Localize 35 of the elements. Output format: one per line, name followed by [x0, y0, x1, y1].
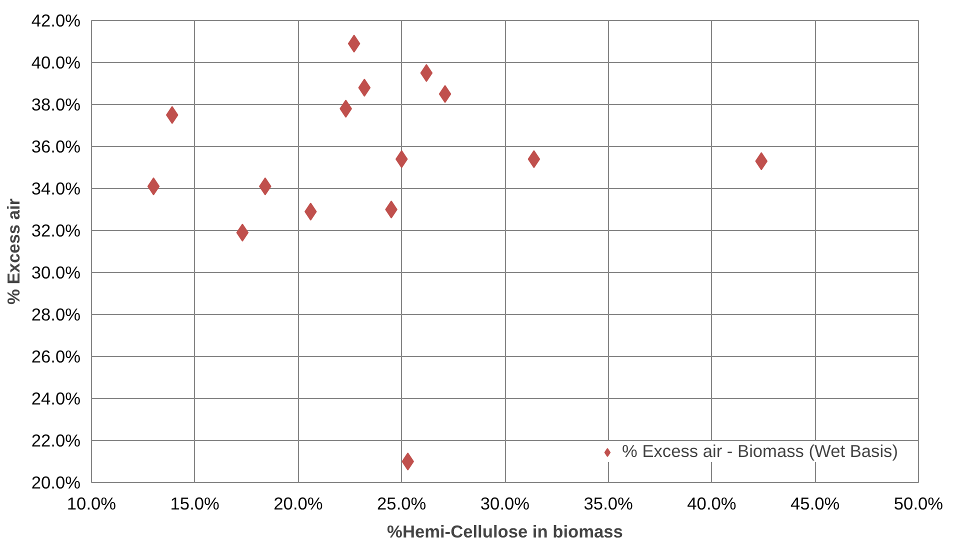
y-tick-label: 40.0%: [31, 52, 81, 72]
y-tick-label: 36.0%: [31, 136, 81, 156]
point: [348, 34, 360, 53]
y-tick-label: 30.0%: [31, 262, 81, 282]
point: [420, 64, 433, 82]
x-tick-label: 20.0%: [274, 494, 323, 514]
x-tick-label: 25.0%: [377, 494, 426, 514]
y-tick-label: 34.0%: [31, 178, 81, 198]
y-axis-title: % Excess air: [3, 198, 24, 304]
x-tick-label: 40.0%: [687, 494, 736, 514]
point: [438, 85, 452, 103]
y-tick-label: 28.0%: [31, 304, 81, 324]
point: [755, 152, 768, 170]
point: [236, 224, 249, 242]
y-tick-label: 22.0%: [31, 430, 81, 450]
point: [528, 150, 540, 168]
y-tick-label: 26.0%: [31, 346, 81, 366]
point: [358, 78, 371, 97]
x-tick-label: 50.0%: [894, 494, 944, 514]
y-tick-label: 32.0%: [31, 220, 81, 240]
x-tick-label: 10.0%: [66, 494, 116, 514]
x-tick-label: 45.0%: [790, 494, 840, 514]
x-axis-title: %Hemi-Cellulose in biomass: [387, 522, 623, 542]
x-tick-label: 15.0%: [170, 494, 220, 514]
y-tick-label: 24.0%: [31, 388, 81, 408]
legend-label: % Excess air - Biomass (Wet Basis): [622, 441, 898, 462]
x-tick-label: 35.0%: [584, 494, 633, 514]
x-tick-label: 30.0%: [480, 494, 530, 514]
point: [147, 177, 160, 196]
point: [304, 202, 317, 221]
point: [166, 106, 178, 124]
point: [395, 150, 408, 168]
y-tick-label: 38.0%: [31, 94, 81, 114]
y-tick-label: 20.0%: [31, 472, 81, 492]
y-tick-label: 42.0%: [31, 10, 81, 30]
